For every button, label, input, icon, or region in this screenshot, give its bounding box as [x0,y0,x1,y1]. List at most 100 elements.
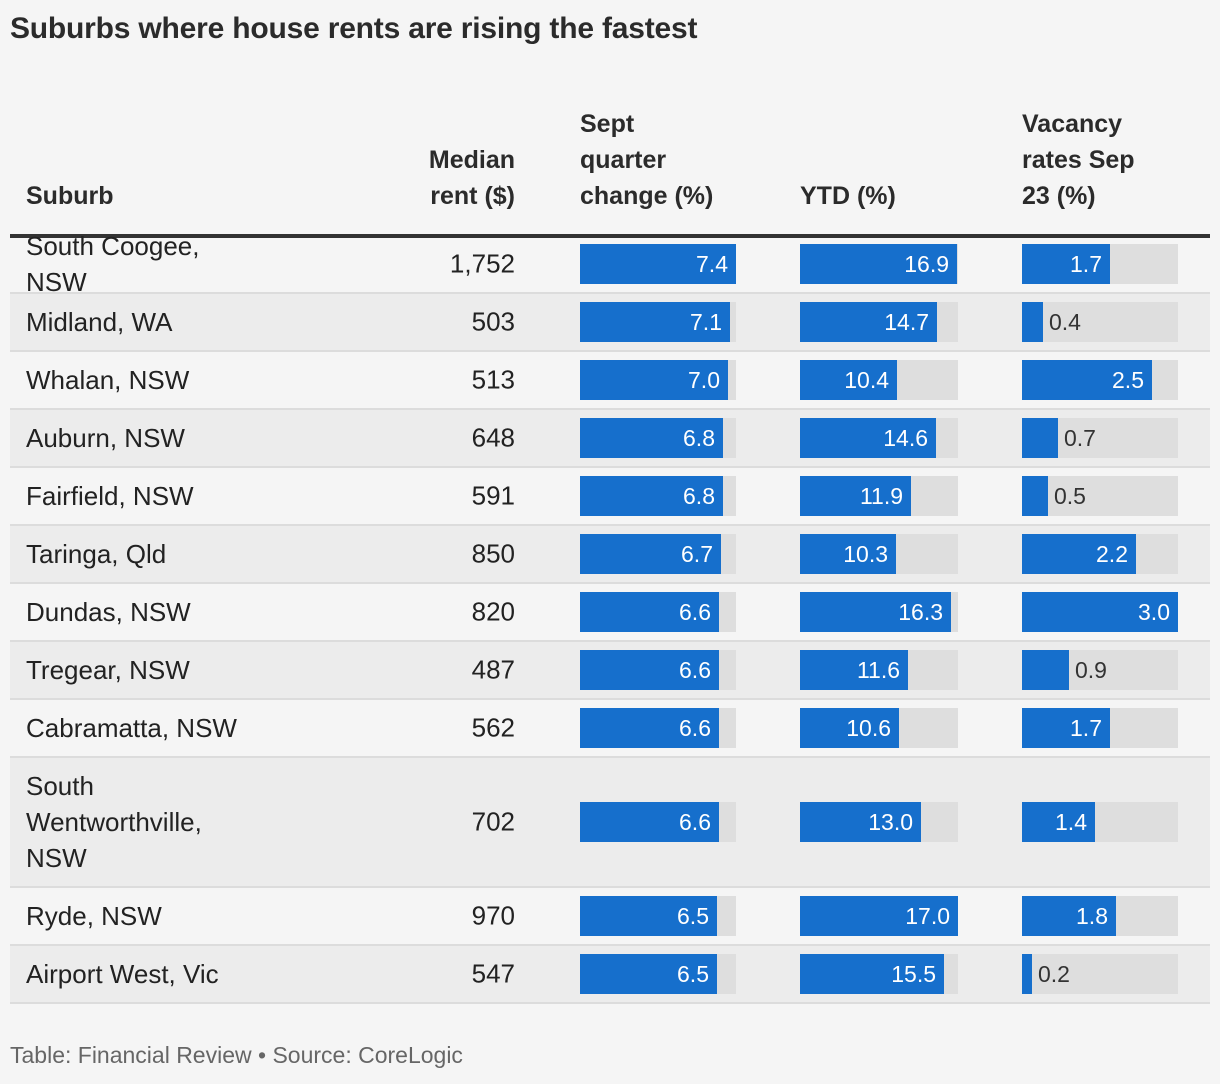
quarter-bar-track: 6.5 [580,954,736,994]
vacancy-bar-track: 2.5 [1022,360,1178,400]
ytd-bar [800,302,937,342]
suburb-cell: Fairfield, NSW [26,481,194,511]
suburb-cell: Airport West, Vic [26,959,219,989]
suburb-cell: Cabramatta, NSW [26,713,237,743]
ytd-bar-track: 11.6 [800,650,958,690]
suburb-cell: Taringa, Qld [26,539,167,569]
ytd-data-label: 14.7 [884,309,929,335]
ytd-bar [800,244,957,284]
quarter-bar [580,534,721,574]
vacancy-bar [1022,476,1048,516]
quarter-data-label: 7.1 [690,309,722,335]
suburb-cell: South Coogee, NSW [26,231,200,297]
ytd-data-label: 10.4 [844,367,889,393]
ytd-data-label: 16.3 [898,599,943,625]
rent-cell: 970 [471,900,515,931]
quarter-bar [580,418,723,458]
suburb-cell: Midland, WA [26,307,173,337]
vacancy-bar-track: 1.4 [1022,802,1178,842]
vacancy-bar [1022,418,1058,458]
table-row: Tregear, NSW 487 6.6 11.6 0.9 [10,642,1210,700]
vacancy-bar-track: 2.2 [1022,534,1178,574]
quarter-bar-track: 6.5 [580,896,736,936]
table-row: South Coogee, NSW 1,752 7.4 16.9 1.7 [10,231,1210,297]
column-header-vacancy: Vacancy rates Sep 23 (%) [1022,106,1182,214]
rent-cell: 820 [471,596,515,627]
vacancy-data-label: 1.4 [1055,809,1087,835]
suburb-cell: Dundas, NSW [26,597,191,627]
column-header-rent-line: rent ($) [430,182,515,210]
ytd-bar-track: 10.3 [800,534,958,574]
vacancy-bar [1022,708,1110,748]
vacancy-bar-track: 0.9 [1022,650,1178,690]
vacancy-data-label: 3.0 [1138,599,1170,625]
ytd-data-label: 10.6 [846,715,891,741]
vacancy-bar [1022,592,1178,632]
vacancy-data-label: 0.4 [1049,309,1081,335]
vacancy-bar-track: 1.7 [1022,708,1178,748]
column-header-suburb: Suburb [26,182,114,210]
rent-cell: 702 [471,806,515,837]
quarter-bar-track: 7.4 [580,244,736,284]
vacancy-data-label: 0.2 [1038,961,1070,987]
quarter-bar [580,954,717,994]
quarter-bar [580,592,719,632]
rent-cell: 547 [471,958,515,989]
quarter-data-label: 6.6 [679,657,711,683]
quarter-bar-track: 6.6 [580,650,736,690]
table-row: Cabramatta, NSW 562 6.6 10.6 1.7 [10,700,1210,758]
table-row: Midland, WA 503 7.1 14.7 0.4 [10,294,1210,352]
column-header-quarter: Sept quarter change (%) [580,106,770,214]
table-row: South Wentworthville, NSW 702 6.6 13.0 1.4 [10,758,1210,888]
ytd-bar-track: 10.6 [800,708,958,748]
table-body: South Coogee, NSW 1,752 7.4 16.9 1.7 Midland,… [10,231,1210,1004]
table-row: Ryde, NSW 970 6.5 17.0 1.8 [10,888,1210,946]
quarter-bar [580,360,728,400]
quarter-data-label: 6.6 [679,599,711,625]
vacancy-bar [1022,802,1095,842]
rent-cell: 513 [471,364,515,395]
vacancy-bar [1022,896,1116,936]
ytd-data-label: 11.6 [856,657,900,683]
vacancy-bar-track: 0.4 [1022,302,1178,342]
quarter-data-label: 6.5 [677,961,709,987]
rent-cell: 850 [471,538,515,569]
ytd-bar-track: 11.9 [800,476,958,516]
ytd-data-label: 10.3 [843,541,888,567]
ytd-bar [800,802,921,842]
column-header-vacancy-line: Vacancy [1022,110,1123,138]
rent-cell: 503 [471,306,515,337]
vacancy-data-label: 0.7 [1064,425,1096,451]
suburb-cell: Auburn, NSW [26,423,185,453]
table-header: Suburb Median rent ($) Sept quarter chan… [10,100,1210,238]
column-header-quarter-line: quarter [580,146,667,174]
ytd-bar [800,650,908,690]
source-note: Table: Financial Review • Source: CoreLo… [10,1042,463,1068]
table-row: Dundas, NSW 820 6.6 16.3 3.0 [10,584,1210,642]
column-header-ytd: YTD (%) [800,182,896,210]
quarter-bar-track: 6.6 [580,802,736,842]
vacancy-bar-track: 0.7 [1022,418,1178,458]
vacancy-data-label: 1.7 [1070,715,1102,741]
vacancy-data-label: 1.8 [1076,903,1108,929]
ytd-bar-track: 16.9 [800,244,958,284]
column-header-vacancy-line: 23 (%) [1022,182,1096,210]
quarter-bar-track: 7.1 [580,302,736,342]
quarter-data-label: 6.6 [679,809,711,835]
suburb-cell: Tregear, NSW [26,655,190,685]
vacancy-bar-track: 0.2 [1022,954,1178,994]
ytd-bar [800,896,958,936]
quarter-bar-track: 7.0 [580,360,736,400]
ytd-data-label: 13.0 [868,809,913,835]
quarter-data-label: 6.7 [681,541,713,567]
quarter-bar [580,302,730,342]
ytd-bar-track: 13.0 [800,802,958,842]
chart-title: Suburbs where house rents are rising the… [10,12,698,45]
table-row: Auburn, NSW 648 6.8 14.6 0.7 [10,410,1210,468]
ytd-bar-track: 14.7 [800,302,958,342]
ytd-data-label: 14.6 [883,425,928,451]
quarter-bar [580,650,719,690]
vacancy-bar [1022,650,1069,690]
ytd-bar-track: 16.3 [800,592,958,632]
rent-cell: 648 [471,422,515,453]
